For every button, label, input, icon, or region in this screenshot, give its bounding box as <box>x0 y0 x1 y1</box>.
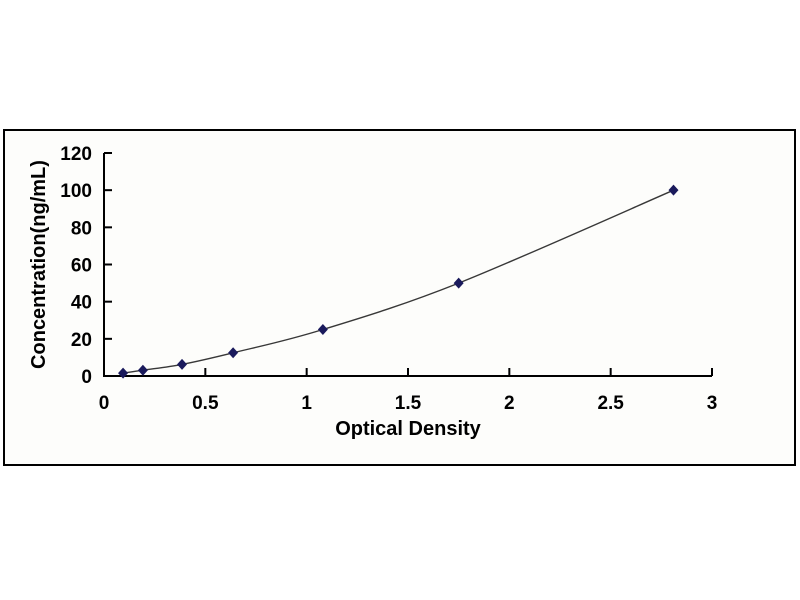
data-point-marker <box>228 347 239 359</box>
data-point-marker <box>453 277 464 289</box>
y-tick-label: 80 <box>71 218 92 239</box>
y-tick-label: 0 <box>81 367 92 388</box>
x-tick-label: 0 <box>99 393 110 414</box>
y-tick-label: 100 <box>60 181 92 202</box>
y-axis-title: Concentration(ng/mL) <box>28 160 50 369</box>
x-axis-title: Optical Density <box>335 418 481 440</box>
x-tick-label: 1.5 <box>395 393 422 414</box>
tick-labels: 0 0.5 1 1.5 2 2.5 3 0 20 40 60 80 100 120 <box>60 144 717 414</box>
data-point-marker <box>317 324 328 336</box>
data-point-marker <box>137 364 148 376</box>
x-tick-label: 0.5 <box>192 393 219 414</box>
y-tick-label: 20 <box>71 330 92 351</box>
x-tick-label: 2 <box>504 393 515 414</box>
standard-curve-line <box>122 189 674 374</box>
y-tick-label: 120 <box>60 144 92 165</box>
data-point-marker <box>668 184 679 196</box>
y-tick-label: 60 <box>71 256 92 277</box>
x-tick-label: 1 <box>301 393 312 414</box>
data-point-marker <box>118 367 129 379</box>
elisa-standard-curve-figure: 0 0.5 1 1.5 2 2.5 3 0 20 40 60 80 100 120 Optical Dens… <box>3 129 796 466</box>
x-tick-label: 3 <box>707 393 718 414</box>
data-point-marker <box>177 358 188 370</box>
data-points <box>118 184 679 379</box>
standard-curve-chart: 0 0.5 1 1.5 2 2.5 3 0 20 40 60 80 100 120 Optical Dens… <box>28 144 717 440</box>
axes <box>103 152 713 377</box>
y-tick-label: 40 <box>71 293 92 314</box>
x-tick-label: 2.5 <box>597 393 624 414</box>
